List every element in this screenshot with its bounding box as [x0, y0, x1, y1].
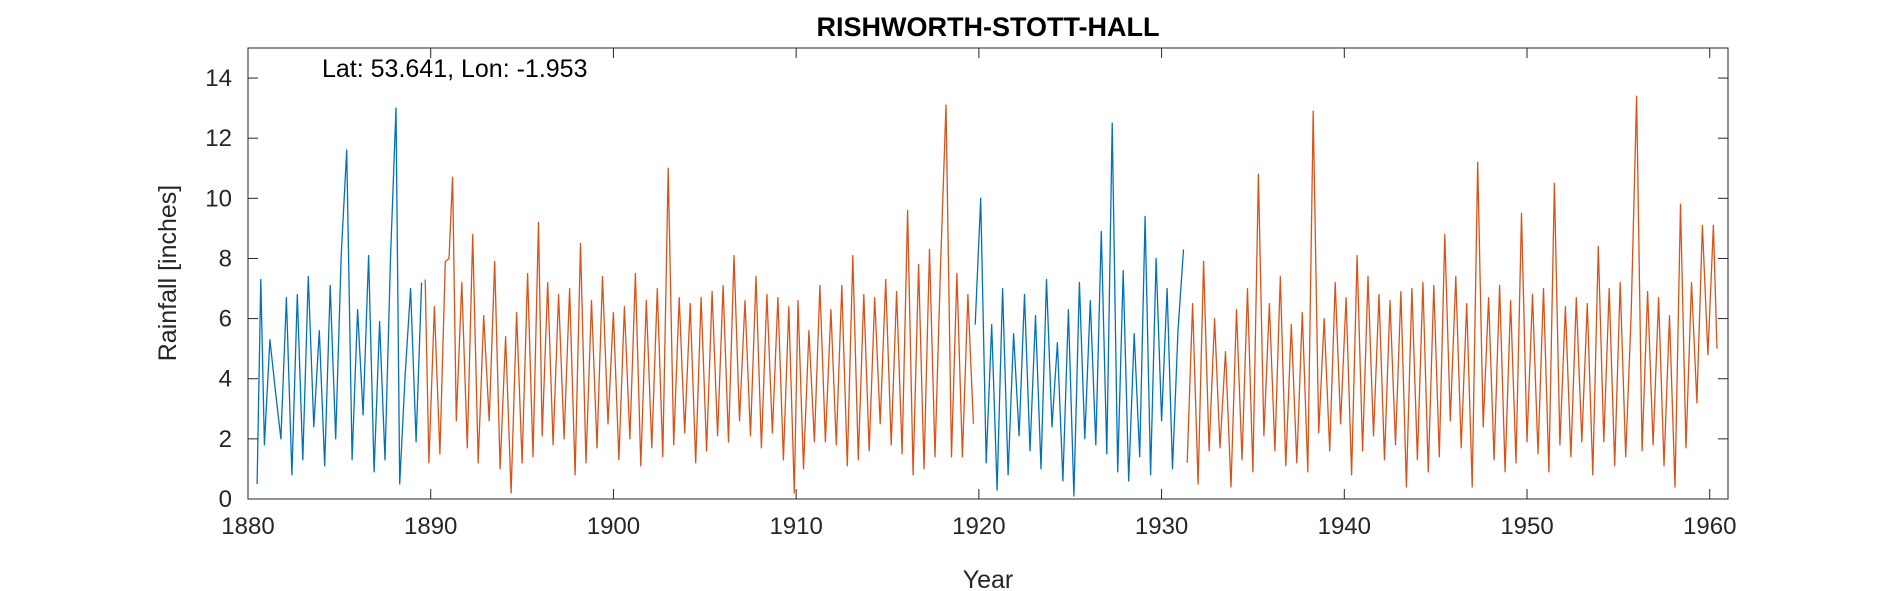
ticks-layer: 1880 1890 1900 1910 1920 1930 1940 1950 1960 0 2 4 6… [205, 48, 1736, 540]
y-tick-label-0: 0 [219, 486, 232, 513]
y-tick-label-4: 4 [219, 366, 232, 393]
y-tick-label-12: 12 [205, 125, 232, 152]
location-annotation: Lat: 53.641, Lon: -1.953 [322, 55, 588, 83]
x-tick-label-1950: 1950 [1500, 513, 1553, 540]
series-2-segment-2-line [1186, 95, 1718, 488]
x-tick-label-1940: 1940 [1318, 513, 1371, 540]
y-tick-label-6: 6 [219, 306, 232, 333]
y-tick-label-8: 8 [219, 245, 232, 272]
y-axis-title: Rainfall [inches] [154, 185, 182, 361]
x-tick-label-1880: 1880 [221, 513, 274, 540]
x-tick-label-1930: 1930 [1135, 513, 1188, 540]
x-axis-title: Year [963, 566, 1014, 591]
x-tick-label-1890: 1890 [404, 513, 457, 540]
axes-box [247, 47, 1729, 500]
x-tick-label-1920: 1920 [952, 513, 1005, 540]
y-tick-label-14: 14 [205, 65, 232, 92]
x-tick-label-1910: 1910 [769, 513, 822, 540]
series-layer [256, 95, 1718, 497]
series-1-segment-1-line [256, 107, 423, 485]
y-tick-label-2: 2 [219, 426, 232, 453]
x-tick-label-1900: 1900 [587, 513, 640, 540]
y-tick-label-10: 10 [205, 185, 232, 212]
x-tick-label-1960: 1960 [1683, 513, 1736, 540]
series-2-segment-1-line [424, 104, 975, 494]
series-1-segment-2-line [974, 122, 1185, 497]
chart-title: RISHWORTH-STOTT-HALL [817, 12, 1160, 42]
